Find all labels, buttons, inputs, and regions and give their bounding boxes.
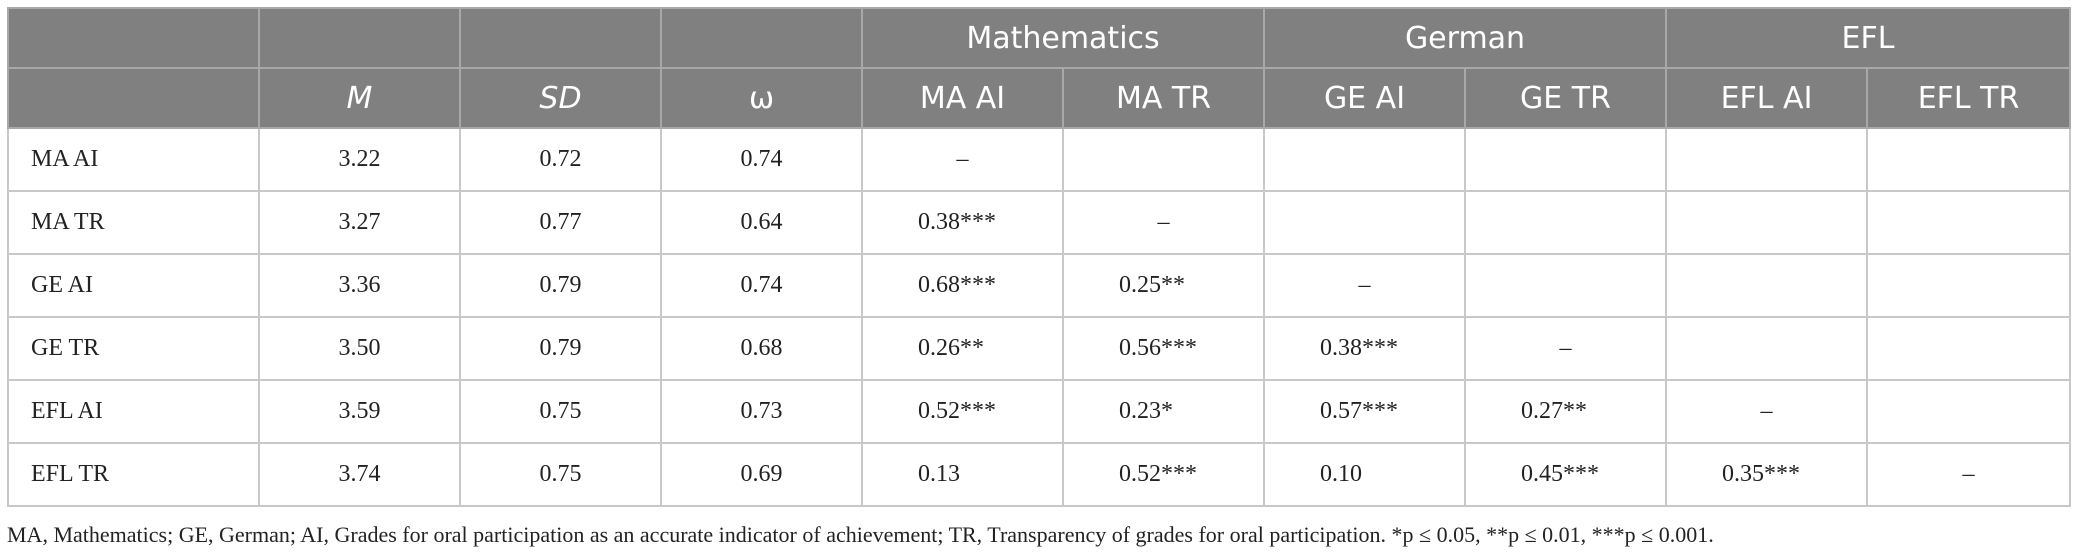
table-cell: 0.68 bbox=[660, 316, 863, 381]
table-cell bbox=[1665, 190, 1869, 255]
table-cell: 0.10 bbox=[1263, 442, 1466, 507]
row-label: GE AI bbox=[7, 253, 260, 318]
table-cell bbox=[1665, 253, 1869, 318]
column-header: EFL AI bbox=[1665, 67, 1869, 129]
table-cell: 0.45*** bbox=[1463, 442, 1668, 507]
table-cell: 0.74 bbox=[660, 253, 863, 318]
table-cell: 3.50 bbox=[258, 316, 461, 381]
table-row: EFL TR 3.74 0.75 0.69 0.13 0.52*** 0.10 0.45***… bbox=[7, 442, 2072, 507]
table-cell: 0.38*** bbox=[1263, 316, 1466, 381]
table-cell: – bbox=[861, 127, 1064, 192]
table-cell: 0.52*** bbox=[861, 379, 1064, 444]
row-label: GE TR bbox=[7, 316, 260, 381]
header-cell bbox=[258, 7, 461, 69]
footnote: MA, Mathematics; GE, German; AI, Grades … bbox=[7, 522, 1714, 547]
column-header: GE TR bbox=[1463, 67, 1668, 129]
correlation-table: Mathematics German EFL M SD ω MA AI MA TR GE AI G… bbox=[7, 7, 2072, 507]
table-cell: – bbox=[1463, 316, 1668, 381]
header-cell bbox=[660, 7, 863, 69]
table-cell: 3.59 bbox=[258, 379, 461, 444]
column-header: MA AI bbox=[861, 67, 1064, 129]
column-header: MA TR bbox=[1062, 67, 1265, 129]
table-cell: – bbox=[1263, 253, 1466, 318]
table-cell bbox=[1866, 379, 2072, 444]
header-cell bbox=[459, 7, 662, 69]
table-cell: 0.56*** bbox=[1062, 316, 1265, 381]
table-cell: – bbox=[1866, 442, 2072, 507]
table-cell bbox=[1866, 190, 2072, 255]
table-cell: 3.27 bbox=[258, 190, 461, 255]
row-label: MA AI bbox=[7, 127, 260, 192]
table-cell bbox=[1263, 127, 1466, 192]
group-header: German bbox=[1262, 7, 1668, 69]
table-head: Mathematics German EFL M SD ω MA AI MA TR GE AI G… bbox=[7, 7, 2072, 129]
header-cell bbox=[7, 67, 260, 129]
table-cell: 0.27** bbox=[1463, 379, 1668, 444]
table-row: EFL AI 3.59 0.75 0.73 0.52*** 0.23* 0.57*** 0.2… bbox=[7, 379, 2072, 444]
table-cell: 0.57*** bbox=[1263, 379, 1466, 444]
row-label: EFL AI bbox=[7, 379, 260, 444]
table-cell: 3.22 bbox=[258, 127, 461, 192]
table-cell: 0.75 bbox=[459, 379, 662, 444]
table-cell: 0.13 bbox=[861, 442, 1064, 507]
table-cell: 0.23* bbox=[1062, 379, 1265, 444]
table-cell: 0.52*** bbox=[1062, 442, 1265, 507]
column-header: SD bbox=[459, 67, 662, 129]
table-row: GE AI 3.36 0.79 0.74 0.68*** 0.25** – bbox=[7, 253, 2072, 318]
table-cell: 0.72 bbox=[459, 127, 662, 192]
table-row: MA TR 3.27 0.77 0.64 0.38*** – bbox=[7, 190, 2072, 255]
table-cell bbox=[1866, 253, 2072, 318]
row-label: EFL TR bbox=[7, 442, 260, 507]
table-body: MA AI 3.22 0.72 0.74– MA TR 3.27 0.77 0.64 0.38*… bbox=[7, 127, 2072, 507]
table-cell bbox=[1263, 190, 1466, 255]
table-cell: 0.79 bbox=[459, 253, 662, 318]
table-cell bbox=[1866, 127, 2072, 192]
group-header: Mathematics bbox=[861, 7, 1265, 69]
table-cell: 0.75 bbox=[459, 442, 662, 507]
table-cell: – bbox=[1062, 190, 1265, 255]
table-cell: 0.35*** bbox=[1665, 442, 1869, 507]
table-row: MA AI 3.22 0.72 0.74– bbox=[7, 127, 2072, 192]
header-row: Mathematics German EFL bbox=[7, 7, 2072, 69]
table-cell: 0.74 bbox=[660, 127, 863, 192]
table-cell: 0.79 bbox=[459, 316, 662, 381]
table-cell: 0.64 bbox=[660, 190, 863, 255]
column-header: GE AI bbox=[1263, 67, 1466, 129]
table-cell bbox=[1463, 127, 1668, 192]
table-wrap: Mathematics German EFL M SD ω MA AI MA TR GE AI G… bbox=[7, 7, 2072, 507]
table-cell: 3.74 bbox=[258, 442, 461, 507]
column-header: M bbox=[258, 67, 461, 129]
table-cell: 0.25** bbox=[1062, 253, 1265, 318]
table-cell: 0.26** bbox=[861, 316, 1064, 381]
header-cell bbox=[7, 7, 260, 69]
table-cell bbox=[1062, 127, 1265, 192]
row-label: MA TR bbox=[7, 190, 260, 255]
table-cell: 3.36 bbox=[258, 253, 461, 318]
group-header: EFL bbox=[1665, 7, 2072, 69]
header-row: M SD ω MA AI MA TR GE AI GE TR EFL AI EFL TR bbox=[7, 67, 2072, 129]
table-cell: 0.77 bbox=[459, 190, 662, 255]
table-cell bbox=[1665, 127, 1869, 192]
table-row: GE TR 3.50 0.79 0.68 0.26** 0.56*** 0.38*** – bbox=[7, 316, 2072, 381]
table-cell bbox=[1463, 253, 1668, 318]
table-cell: 0.69 bbox=[660, 442, 863, 507]
table-cell: – bbox=[1665, 379, 1869, 444]
table-cell bbox=[1463, 190, 1668, 255]
table-cell: 0.68*** bbox=[861, 253, 1064, 318]
table-cell: 0.38*** bbox=[861, 190, 1064, 255]
table-cell: 0.73 bbox=[660, 379, 863, 444]
column-header: ω bbox=[660, 67, 863, 129]
column-header: EFL TR bbox=[1866, 67, 2072, 129]
table-cell bbox=[1866, 316, 2072, 381]
table-cell bbox=[1665, 316, 1869, 381]
